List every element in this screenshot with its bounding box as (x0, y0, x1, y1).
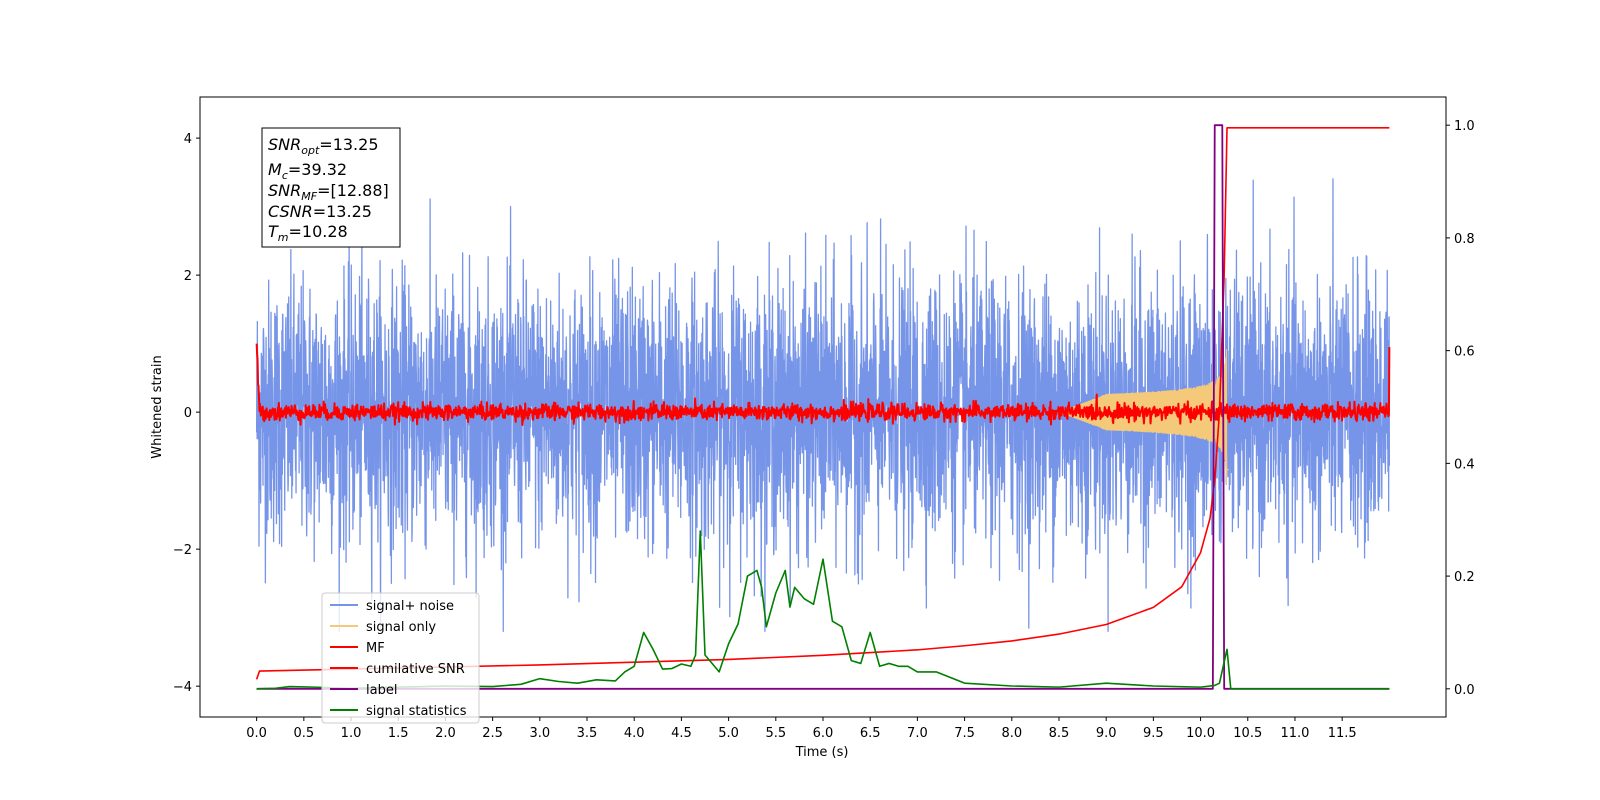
x-tick-label: 0.0 (246, 726, 267, 741)
legend-label: signal+ noise (366, 599, 454, 614)
x-tick-label: 4.5 (671, 726, 692, 741)
x-tick-label: 2.0 (435, 726, 456, 741)
annotation-merger-time: Tm=10.28 (268, 222, 348, 244)
x-tick-label: 3.5 (577, 726, 598, 741)
y-left-tick-label: −4 (173, 680, 192, 695)
legend-label: MF (366, 641, 385, 656)
right-y-axis: 1.0 0.8 0.6 0.4 0.2 0.0 (1446, 119, 1475, 698)
x-tick-label: 1.0 (341, 726, 362, 741)
legend-label: label (366, 683, 397, 698)
y-right-tick-label: 1.0 (1454, 119, 1475, 134)
x-tick-label: 9.5 (1143, 726, 1164, 741)
x-tick-label: 5.0 (718, 726, 739, 741)
y-left-tick-label: 2 (184, 269, 192, 284)
x-tick-label: 4.0 (624, 726, 645, 741)
x-axis-label: Time (s) (795, 745, 849, 760)
x-tick-label: 11.0 (1280, 726, 1309, 741)
x-tick-label: 6.0 (813, 726, 834, 741)
x-tick-label: 2.5 (482, 726, 503, 741)
x-tick-label: 5.5 (765, 726, 786, 741)
x-tick-label: 11.5 (1328, 726, 1357, 741)
y-right-tick-label: 0.4 (1454, 457, 1475, 472)
legend-box (321, 592, 480, 724)
x-tick-label: 10.5 (1233, 726, 1262, 741)
label-line (256, 124, 1390, 690)
x-tick-label: 7.0 (907, 726, 928, 741)
legend-label: signal only (366, 620, 436, 635)
x-tick-label: 1.5 (388, 726, 409, 741)
y-right-tick-label: 0.8 (1454, 232, 1475, 247)
x-tick-label: 0.5 (293, 726, 314, 741)
legend: signal+ noise signal only MF cumilative SNR… (321, 592, 480, 724)
left-y-axis: 4 2 0 −2 −4 (173, 132, 200, 695)
y-axis-label: Whitened strain (150, 355, 165, 458)
annotation-csnr: CSNR=13.25 (268, 202, 372, 221)
x-tick-label: 10.0 (1186, 726, 1215, 741)
y-left-tick-label: 0 (184, 406, 192, 421)
annotation-snr-mf: SNRMF=[12.88] (268, 181, 389, 203)
mf-line (255, 343, 1391, 426)
x-axis: 0.0 0.5 1.0 1.5 2.0 2.5 3.0 3.5 4.0 4.5 5.0 5.5 6.0 6… (246, 717, 1357, 741)
x-tick-label: 3.0 (529, 726, 550, 741)
y-right-tick-label: 0.0 (1454, 683, 1475, 698)
legend-label: signal statistics (366, 704, 467, 719)
series-layer (255, 124, 1391, 690)
signal-statistics-line (256, 530, 1390, 690)
cumulative-snr-line (255, 127, 1390, 680)
y-left-tick-label: 4 (184, 132, 192, 147)
y-right-tick-label: 0.2 (1454, 570, 1475, 585)
y-left-tick-label: −2 (173, 543, 192, 558)
y-right-tick-label: 0.6 (1454, 345, 1475, 360)
x-tick-label: 7.5 (954, 726, 975, 741)
x-tick-label: 9.0 (1096, 726, 1117, 741)
legend-label: cumilative SNR (366, 662, 465, 677)
annotation-snr-opt: SNRopt=13.25 (268, 135, 379, 157)
annotation-box: SNRopt=13.25 Mc=39.32 SNRMF=[12.88] CSNR… (261, 127, 401, 248)
annotation-chirp-mass: Mc=39.32 (268, 160, 347, 182)
x-tick-label: 8.0 (1001, 726, 1022, 741)
x-tick-label: 6.5 (860, 726, 881, 741)
x-tick-label: 8.5 (1049, 726, 1070, 741)
signal-noise-line (255, 178, 1391, 633)
